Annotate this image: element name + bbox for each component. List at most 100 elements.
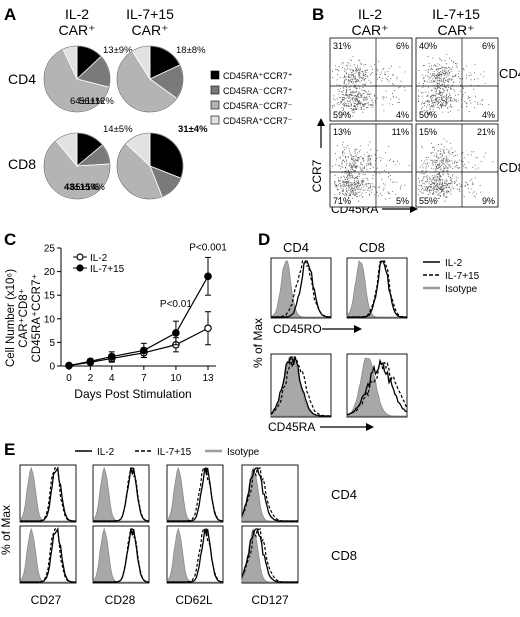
x-tick-label: 0 [66, 373, 72, 384]
flow-dots [418, 138, 494, 202]
p-value-annotation: P<0.01 [160, 299, 192, 310]
pie-label: 43±15% [64, 182, 99, 193]
x-tick-label: 10 [170, 373, 182, 384]
quadrant-br: 4% [482, 110, 495, 120]
pie-outline [116, 45, 184, 113]
data-point [140, 346, 148, 355]
panel-e-legend: IL-2 IL-7+15 Isotype [75, 447, 260, 458]
legend-swatch-ra-pos-ccr7-pos [210, 70, 220, 80]
pie-label: 64±11% [70, 96, 105, 107]
panel-b-col-header-il2-car: CAR⁺ [352, 22, 389, 38]
p-value-annotation: P<0.001 [189, 242, 227, 253]
panel-c-legend: IL-2 IL-7+15 [73, 253, 125, 275]
panel-e-y-label: % of Max [0, 505, 13, 555]
legend-label-ra-neg-ccr7-pos: CD45RA⁻CCR7⁺ [223, 86, 293, 96]
isotype-fill [19, 466, 76, 522]
pie-outline [43, 45, 111, 113]
il715-curve [93, 467, 150, 522]
panel-b-letter: B [312, 5, 324, 24]
panel-d-col-cd4: CD4 [283, 240, 309, 255]
panel-a-col-header-il2-car: CAR⁺ [59, 22, 96, 38]
panel-e-row-cd4: CD4 [331, 487, 357, 502]
panel-a-col-header-il715: IL-7+15 [126, 6, 174, 22]
panel-d-y-label: % of Max [251, 318, 265, 368]
pie-label: 65±14% [70, 182, 105, 193]
y-tick-label: 10 [44, 314, 56, 325]
panel-a-row-cd4: CD4 [8, 71, 36, 87]
legend-label-ra-neg-ccr7-neg: CD45RA⁻CCR7⁻ [223, 101, 293, 111]
il2-curve [346, 358, 408, 416]
panel-b-col-header-il715: IL-7+15 [432, 6, 480, 22]
quadrant-bl: 50% [419, 110, 437, 120]
il2-curve [93, 528, 149, 583]
y-tick-label: 15 [44, 291, 56, 302]
panel-e-legend-il2: IL-2 [97, 447, 115, 458]
pie-outline [116, 132, 184, 200]
panel-c-legend-il2: IL-2 [90, 253, 108, 264]
il2-curve [93, 467, 149, 522]
panel-c: C Cell Number (x10⁶) CAR⁺CD8⁺ CD45RA⁺CCR… [4, 230, 227, 401]
pie-label: 18±8% [176, 45, 206, 56]
panel-e-row-cd8: CD8 [331, 548, 357, 563]
data-point [204, 272, 212, 281]
quadrant-br: 9% [482, 196, 495, 206]
legend-label-ra-pos-ccr7-neg: CD45RA⁺CCR7⁻ [223, 116, 293, 126]
line-chart-layer: 0 5 10 15 20 25 0 2 4 7 10 13 P<0.01 P<0.001 [44, 242, 227, 384]
data-point [86, 357, 95, 366]
x-tick-label: 13 [202, 373, 214, 384]
il2-curve [241, 467, 298, 522]
quadrant-br: 4% [396, 110, 409, 120]
legend-label-ra-pos-ccr7-pos: CD45RA⁺CCR7⁺ [223, 71, 293, 81]
panel-d-legend-isotype: Isotype [445, 284, 478, 295]
isotype-fill [92, 527, 149, 583]
legend-marker-il715 [76, 264, 84, 272]
panel-c-y-label-2: CAR⁺CD8⁺ [18, 288, 30, 347]
panel-a-letter: A [4, 5, 16, 24]
panel-a-row-cd8: CD8 [8, 156, 36, 172]
quadrant-tr: 6% [482, 41, 495, 51]
panel-b-y-arrowhead [317, 118, 325, 126]
quadrant-bl: 59% [333, 110, 351, 120]
panel-c-y-label-1: Cell Number (x10⁶) [5, 269, 17, 367]
legend-marker-il2 [76, 253, 84, 261]
il2-curve [270, 356, 331, 417]
panel-d-legend-il715: IL-7+15 [445, 271, 480, 282]
panel-e: E IL-2 IL-7+15 Isotype % of Max CD4 CD8 … [0, 440, 357, 607]
il715-curve [167, 467, 224, 522]
quadrant-tr: 21% [477, 127, 495, 137]
panel-d-x-label-cd45ro: CD45RO [273, 322, 322, 336]
pie-label: 31±4% [178, 124, 208, 135]
flow-dots [332, 56, 406, 117]
panel-b-col-header-il715-car: CAR⁺ [438, 22, 475, 38]
il715-curve [167, 528, 224, 583]
data-point [65, 361, 73, 370]
panel-d-histograms [270, 257, 408, 418]
panel-a-col-header-il715-car: CAR⁺ [132, 22, 169, 38]
isotype-fill [166, 527, 223, 583]
quadrant-tr: 6% [396, 41, 409, 51]
panel-e-legend-isotype: Isotype [227, 447, 260, 458]
il715-curve [20, 528, 76, 583]
il715-curve [270, 356, 331, 417]
quadrant-tl: 40% [419, 41, 437, 51]
x-tick-label: 7 [141, 373, 147, 384]
panel-e-marker-cd127: CD127 [251, 593, 289, 607]
quadrant-br: 5% [396, 196, 409, 206]
flow-plot-layer: 31% 6% 59% 4% 40% 6% 50% 4% 13% 11% 71% 5% 15% 21% 55%… [329, 37, 499, 208]
x-tick-label: 2 [88, 373, 94, 384]
pie-label: 56±12% [79, 96, 114, 107]
panel-b-row-cd8: CD8 [499, 160, 520, 175]
isotype-fill [166, 466, 223, 522]
panel-e-letter: E [4, 440, 15, 459]
il715-curve [271, 260, 332, 318]
panel-d-legend: IL-2 IL-7+15 Isotype [423, 258, 480, 295]
panel-c-x-label: Days Post Stimulation [74, 387, 191, 401]
y-tick-label: 5 [49, 338, 55, 349]
pie-layer: 13±9% 64±11% 18±8% 56±12% 14±5% 65±14% 31±4% 43… [43, 45, 208, 200]
y-tick-label: 25 [44, 244, 56, 255]
quadrant-tl: 15% [419, 127, 437, 137]
x-tick-label: 4 [109, 373, 115, 384]
panel-e-marker-cd28: CD28 [105, 593, 136, 607]
isotype-fill [92, 466, 149, 522]
